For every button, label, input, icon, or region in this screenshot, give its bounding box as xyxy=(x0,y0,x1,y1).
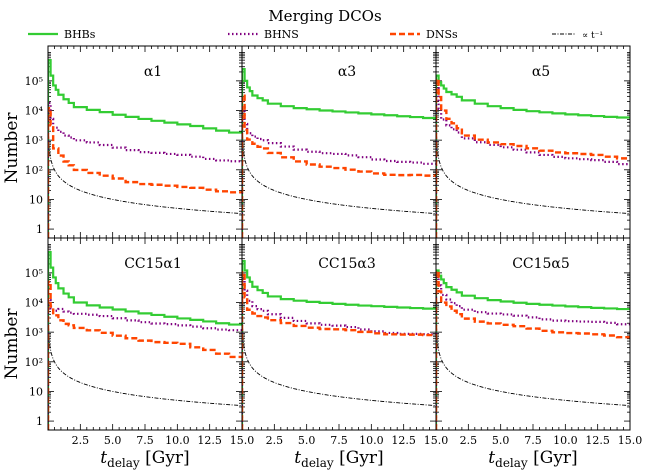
panel-grid: α1 1 10 10² 10³ 10⁴ 10⁵ α3 α5 CC15α1 1 10 10² 10³ 10⁴ 1… xyxy=(25,45,643,447)
legend: BHBs BHNS DNSs ∝ t⁻¹ xyxy=(28,28,603,41)
x-tick-label: 15.0 xyxy=(424,434,449,447)
legend-label: DNSs xyxy=(426,28,458,41)
y-axis-label-top: Number xyxy=(2,112,22,184)
x-axis-labels: tdelay [Gyr] tdelay [Gyr] tdelay [Gyr] xyxy=(100,448,577,470)
y-tick-label: 1 xyxy=(36,415,43,428)
series-BHNS xyxy=(436,272,630,430)
x-tick-label: 12.5 xyxy=(197,434,222,447)
panel-CC15α3: CC15α3 2.5 5.0 7.5 10.0 12.5 15.0 xyxy=(241,237,449,447)
series-BHNS xyxy=(48,299,242,430)
series-DNSs xyxy=(48,106,242,238)
legend-label: ∝ t⁻¹ xyxy=(582,31,603,41)
legend-label: BHNS xyxy=(264,28,299,41)
series-DNSs xyxy=(436,270,630,430)
panel-α1: α1 1 10 10² 10³ 10⁴ 10⁵ xyxy=(25,45,243,239)
series-BHNS xyxy=(242,277,436,430)
panel-α5: α5 xyxy=(435,45,631,239)
series-DNSs xyxy=(48,280,242,430)
y-tick-label: 10³ xyxy=(25,134,43,147)
x-tick-label: 10.0 xyxy=(359,434,384,447)
y-tick-label: 10⁴ xyxy=(25,297,44,310)
x-tick-label: 12.5 xyxy=(391,434,416,447)
series-BHBs xyxy=(436,74,630,238)
y-axis-title: Number xyxy=(2,308,22,380)
reference-curve xyxy=(48,320,242,406)
y-tick-label: 10² xyxy=(25,164,43,177)
x-tick-label: 5.0 xyxy=(492,434,510,447)
y-tick-label: 10³ xyxy=(25,326,43,339)
x-tick-label: 12.5 xyxy=(585,434,610,447)
reference-curve xyxy=(436,320,630,406)
y-tick-label: 10⁵ xyxy=(25,75,43,88)
x-tick-label: 10.0 xyxy=(165,434,190,447)
reference-curve xyxy=(242,128,436,214)
y-axis-label-bottom: Number xyxy=(2,308,22,380)
series-BHNS xyxy=(242,106,436,238)
x-axis-title: tdelay [Gyr] xyxy=(294,448,383,470)
panel-CC15α5: CC15α5 2.5 5.0 7.5 10.0 12.5 15.0 xyxy=(435,237,643,447)
x-tick-label: 2.5 xyxy=(72,434,90,447)
x-tick-label: 7.5 xyxy=(136,434,154,447)
y-tick-label: 10⁴ xyxy=(25,105,44,118)
x-tick-label: 2.5 xyxy=(266,434,284,447)
x-tick-label: 10.0 xyxy=(553,434,578,447)
x-tick-label: 7.5 xyxy=(330,434,348,447)
series-BHNS xyxy=(48,101,242,238)
panel-label: α5 xyxy=(532,64,550,80)
x-tick-label: 5.0 xyxy=(298,434,316,447)
x-tick-label: 7.5 xyxy=(524,434,542,447)
panel-CC15α1: CC15α1 1 10 10² 10³ 10⁴ 10⁵ 2.5 5.0 7.5 10.0 12.5 15… xyxy=(25,237,255,447)
y-tick-label: 10 xyxy=(29,193,43,206)
series-BHBs xyxy=(242,259,436,430)
series-BHBs xyxy=(242,67,436,238)
panel-label: α3 xyxy=(338,64,356,80)
series-DNSs xyxy=(242,271,436,430)
x-axis-title: tdelay [Gyr] xyxy=(488,448,577,470)
series-BHBs xyxy=(48,59,242,238)
legend-label: BHBs xyxy=(64,28,96,41)
series-DNSs xyxy=(242,94,436,238)
panel-label: CC15α1 xyxy=(124,256,182,272)
x-tick-label: 5.0 xyxy=(104,434,122,447)
y-tick-label: 1 xyxy=(36,223,43,236)
x-tick-label: 15.0 xyxy=(618,434,643,447)
reference-curve xyxy=(48,128,242,214)
y-axis-title: Number xyxy=(2,112,22,184)
y-tick-label: 10² xyxy=(25,356,43,369)
x-tick-label: 2.5 xyxy=(460,434,478,447)
reference-curve xyxy=(242,320,436,406)
panel-frame xyxy=(435,237,631,431)
panel-α3: α3 xyxy=(241,45,437,239)
series-DNSs xyxy=(436,78,630,238)
figure-title: Merging DCOs xyxy=(268,7,381,25)
panel-label: CC15α5 xyxy=(512,256,570,272)
panel-label: α1 xyxy=(144,64,162,80)
y-tick-label: 10⁵ xyxy=(25,267,43,280)
x-axis-title: tdelay [Gyr] xyxy=(100,448,189,470)
x-tick-label: 15.0 xyxy=(230,434,255,447)
y-tick-label: 10 xyxy=(29,385,43,398)
series-BHBs xyxy=(436,269,630,430)
series-BHBs xyxy=(48,251,242,430)
panel-label: CC15α3 xyxy=(318,256,376,272)
reference-curve xyxy=(436,128,630,214)
